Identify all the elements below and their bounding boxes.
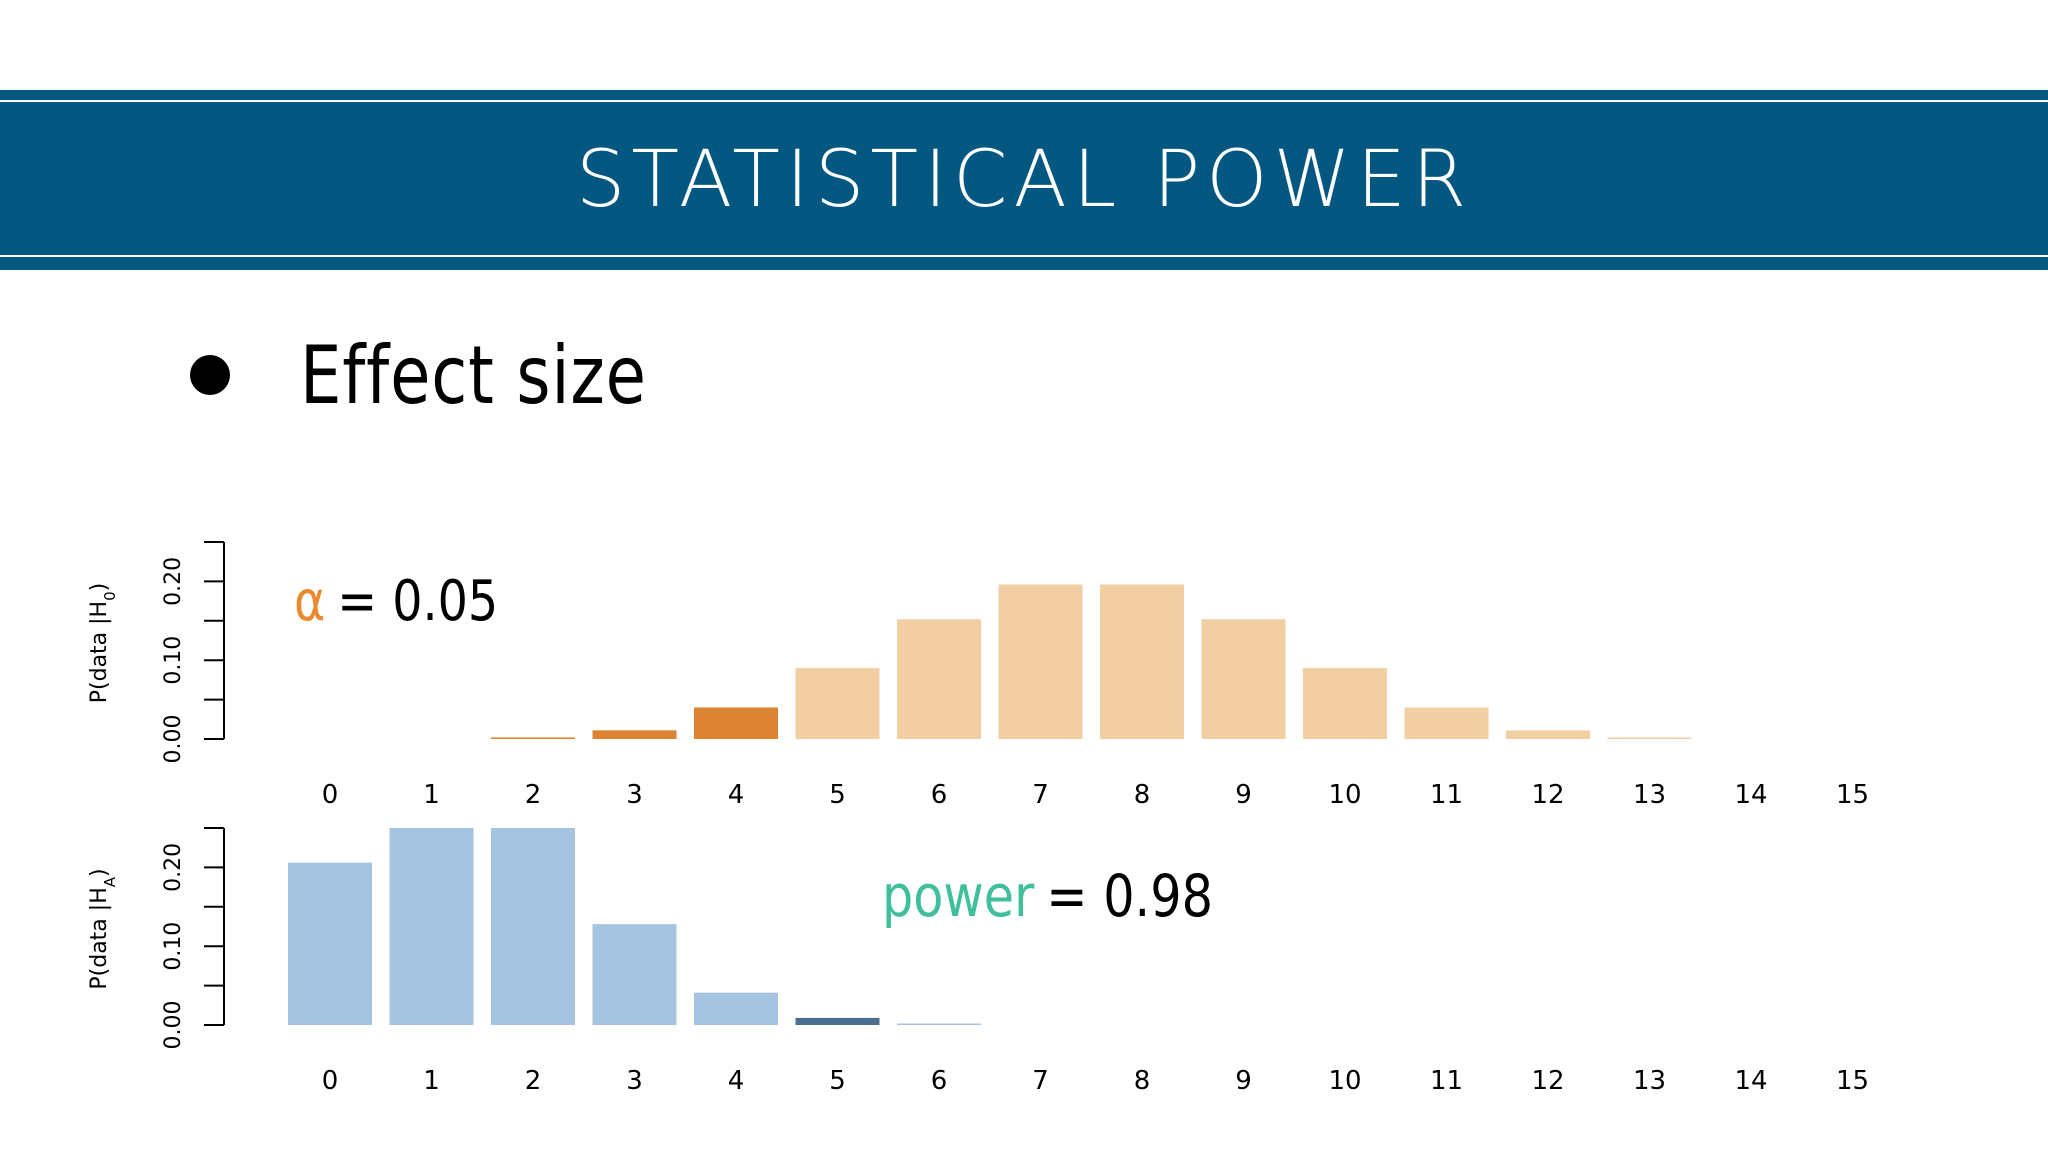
ha-bar-6 <box>897 1023 981 1025</box>
ha-xtick-label-13: 13 <box>1633 1066 1666 1096</box>
h0-xtick-label-8: 8 <box>1134 780 1151 810</box>
ha-ytick-label: 0.10 <box>161 922 186 971</box>
h0-xtick-label-7: 7 <box>1032 780 1049 810</box>
h0-bar-6 <box>897 619 981 739</box>
ha-xtick-label-11: 11 <box>1430 1066 1463 1096</box>
h0-xtick-label-12: 12 <box>1531 780 1564 810</box>
ha-xtick-label-14: 14 <box>1734 1066 1767 1096</box>
ha-xtick-label-12: 12 <box>1531 1066 1564 1096</box>
h0-ytick-label: 0.20 <box>161 557 186 606</box>
ha-ylabel: P(data |HA) <box>87 868 119 989</box>
h0-bar-7 <box>998 584 1083 739</box>
ha-bar-2 <box>491 828 575 1025</box>
banner-top-rule <box>0 100 2048 102</box>
h0-bar-10 <box>1303 668 1387 739</box>
alpha-annotation: α = 0.05 <box>294 569 498 634</box>
bullet-text: Effect size <box>300 328 647 422</box>
h0-bar-5 <box>795 668 880 739</box>
ha-xtick-label-7: 7 <box>1032 1066 1049 1096</box>
h0-bar-3 <box>592 730 677 739</box>
ha-xtick-label-9: 9 <box>1235 1066 1252 1096</box>
h0-xtick-label-6: 6 <box>931 780 948 810</box>
ha-bar-0 <box>288 862 372 1025</box>
bullet-item: Effect size <box>190 320 723 430</box>
h0-xtick-label-2: 2 <box>525 780 542 810</box>
h0-xtick-label-5: 5 <box>829 780 846 810</box>
alpha-symbol: α <box>294 569 325 634</box>
h0-bar-8 <box>1100 584 1184 739</box>
bullet-dot-icon <box>190 355 230 395</box>
h0-bar-13 <box>1607 737 1692 739</box>
ha-bar-1 <box>389 828 474 1025</box>
power-annotation: power = 0.98 <box>882 862 1213 930</box>
banner-bottom-rule <box>0 255 2048 257</box>
ha-chart: P(data |HA) 0.000.100.20 0 1 2 3 4 5 6 7 8 9 10 11 1… <box>87 827 1869 1096</box>
h0-xtick-label-4: 4 <box>728 780 745 810</box>
ha-ytick-label: 0.00 <box>161 1001 186 1050</box>
h0-xtick-label-11: 11 <box>1430 780 1463 810</box>
alpha-value: = 0.05 <box>337 569 498 634</box>
ha-xtick-label-10: 10 <box>1328 1066 1361 1096</box>
power-word: power <box>882 862 1035 930</box>
h0-xtick-label-9: 9 <box>1235 780 1252 810</box>
title-banner: STATISTICAL POWER <box>0 90 2048 270</box>
h0-bar-4 <box>694 707 778 739</box>
h0-ytick-label: 0.10 <box>161 636 186 685</box>
ha-xtick-label-3: 3 <box>626 1066 643 1096</box>
power-value: = 0.98 <box>1046 862 1213 930</box>
h0-bar-12 <box>1506 730 1590 739</box>
ha-xtick-label-0: 0 <box>322 1066 339 1096</box>
ha-bar-4 <box>694 992 778 1025</box>
h0-xtick-label-14: 14 <box>1734 780 1767 810</box>
slide-title: STATISTICAL POWER <box>575 135 1473 225</box>
h0-xtick-label-0: 0 <box>322 780 339 810</box>
h0-chart: P(data |H0) 0.000.100.20 0 1 2 3 4 5 6 7 8 9 10 11 1… <box>87 541 1869 810</box>
h0-xtick-label-10: 10 <box>1328 780 1361 810</box>
h0-xtick-label-1: 1 <box>423 780 440 810</box>
h0-bar-9 <box>1201 619 1286 739</box>
h0-ylabel: P(data |H0) <box>87 583 119 704</box>
ha-xtick-label-5: 5 <box>829 1066 846 1096</box>
ha-xtick-label-2: 2 <box>525 1066 542 1096</box>
ha-xtick-label-4: 4 <box>728 1066 745 1096</box>
ha-xtick-label-8: 8 <box>1134 1066 1151 1096</box>
ha-bar-3 <box>592 924 677 1025</box>
ha-ytick-label: 0.20 <box>161 843 186 892</box>
h0-xtick-label-3: 3 <box>626 780 643 810</box>
ha-xtick-label-6: 6 <box>931 1066 948 1096</box>
ha-xtick-label-15: 15 <box>1836 1066 1869 1096</box>
h0-bar-2 <box>491 737 575 739</box>
h0-ytick-label: 0.00 <box>161 715 186 764</box>
h0-bar-11 <box>1404 707 1489 739</box>
ha-xtick-label-1: 1 <box>423 1066 440 1096</box>
h0-xtick-label-15: 15 <box>1836 780 1869 810</box>
ha-bar-5 <box>795 1017 880 1025</box>
h0-xtick-label-13: 13 <box>1633 780 1666 810</box>
